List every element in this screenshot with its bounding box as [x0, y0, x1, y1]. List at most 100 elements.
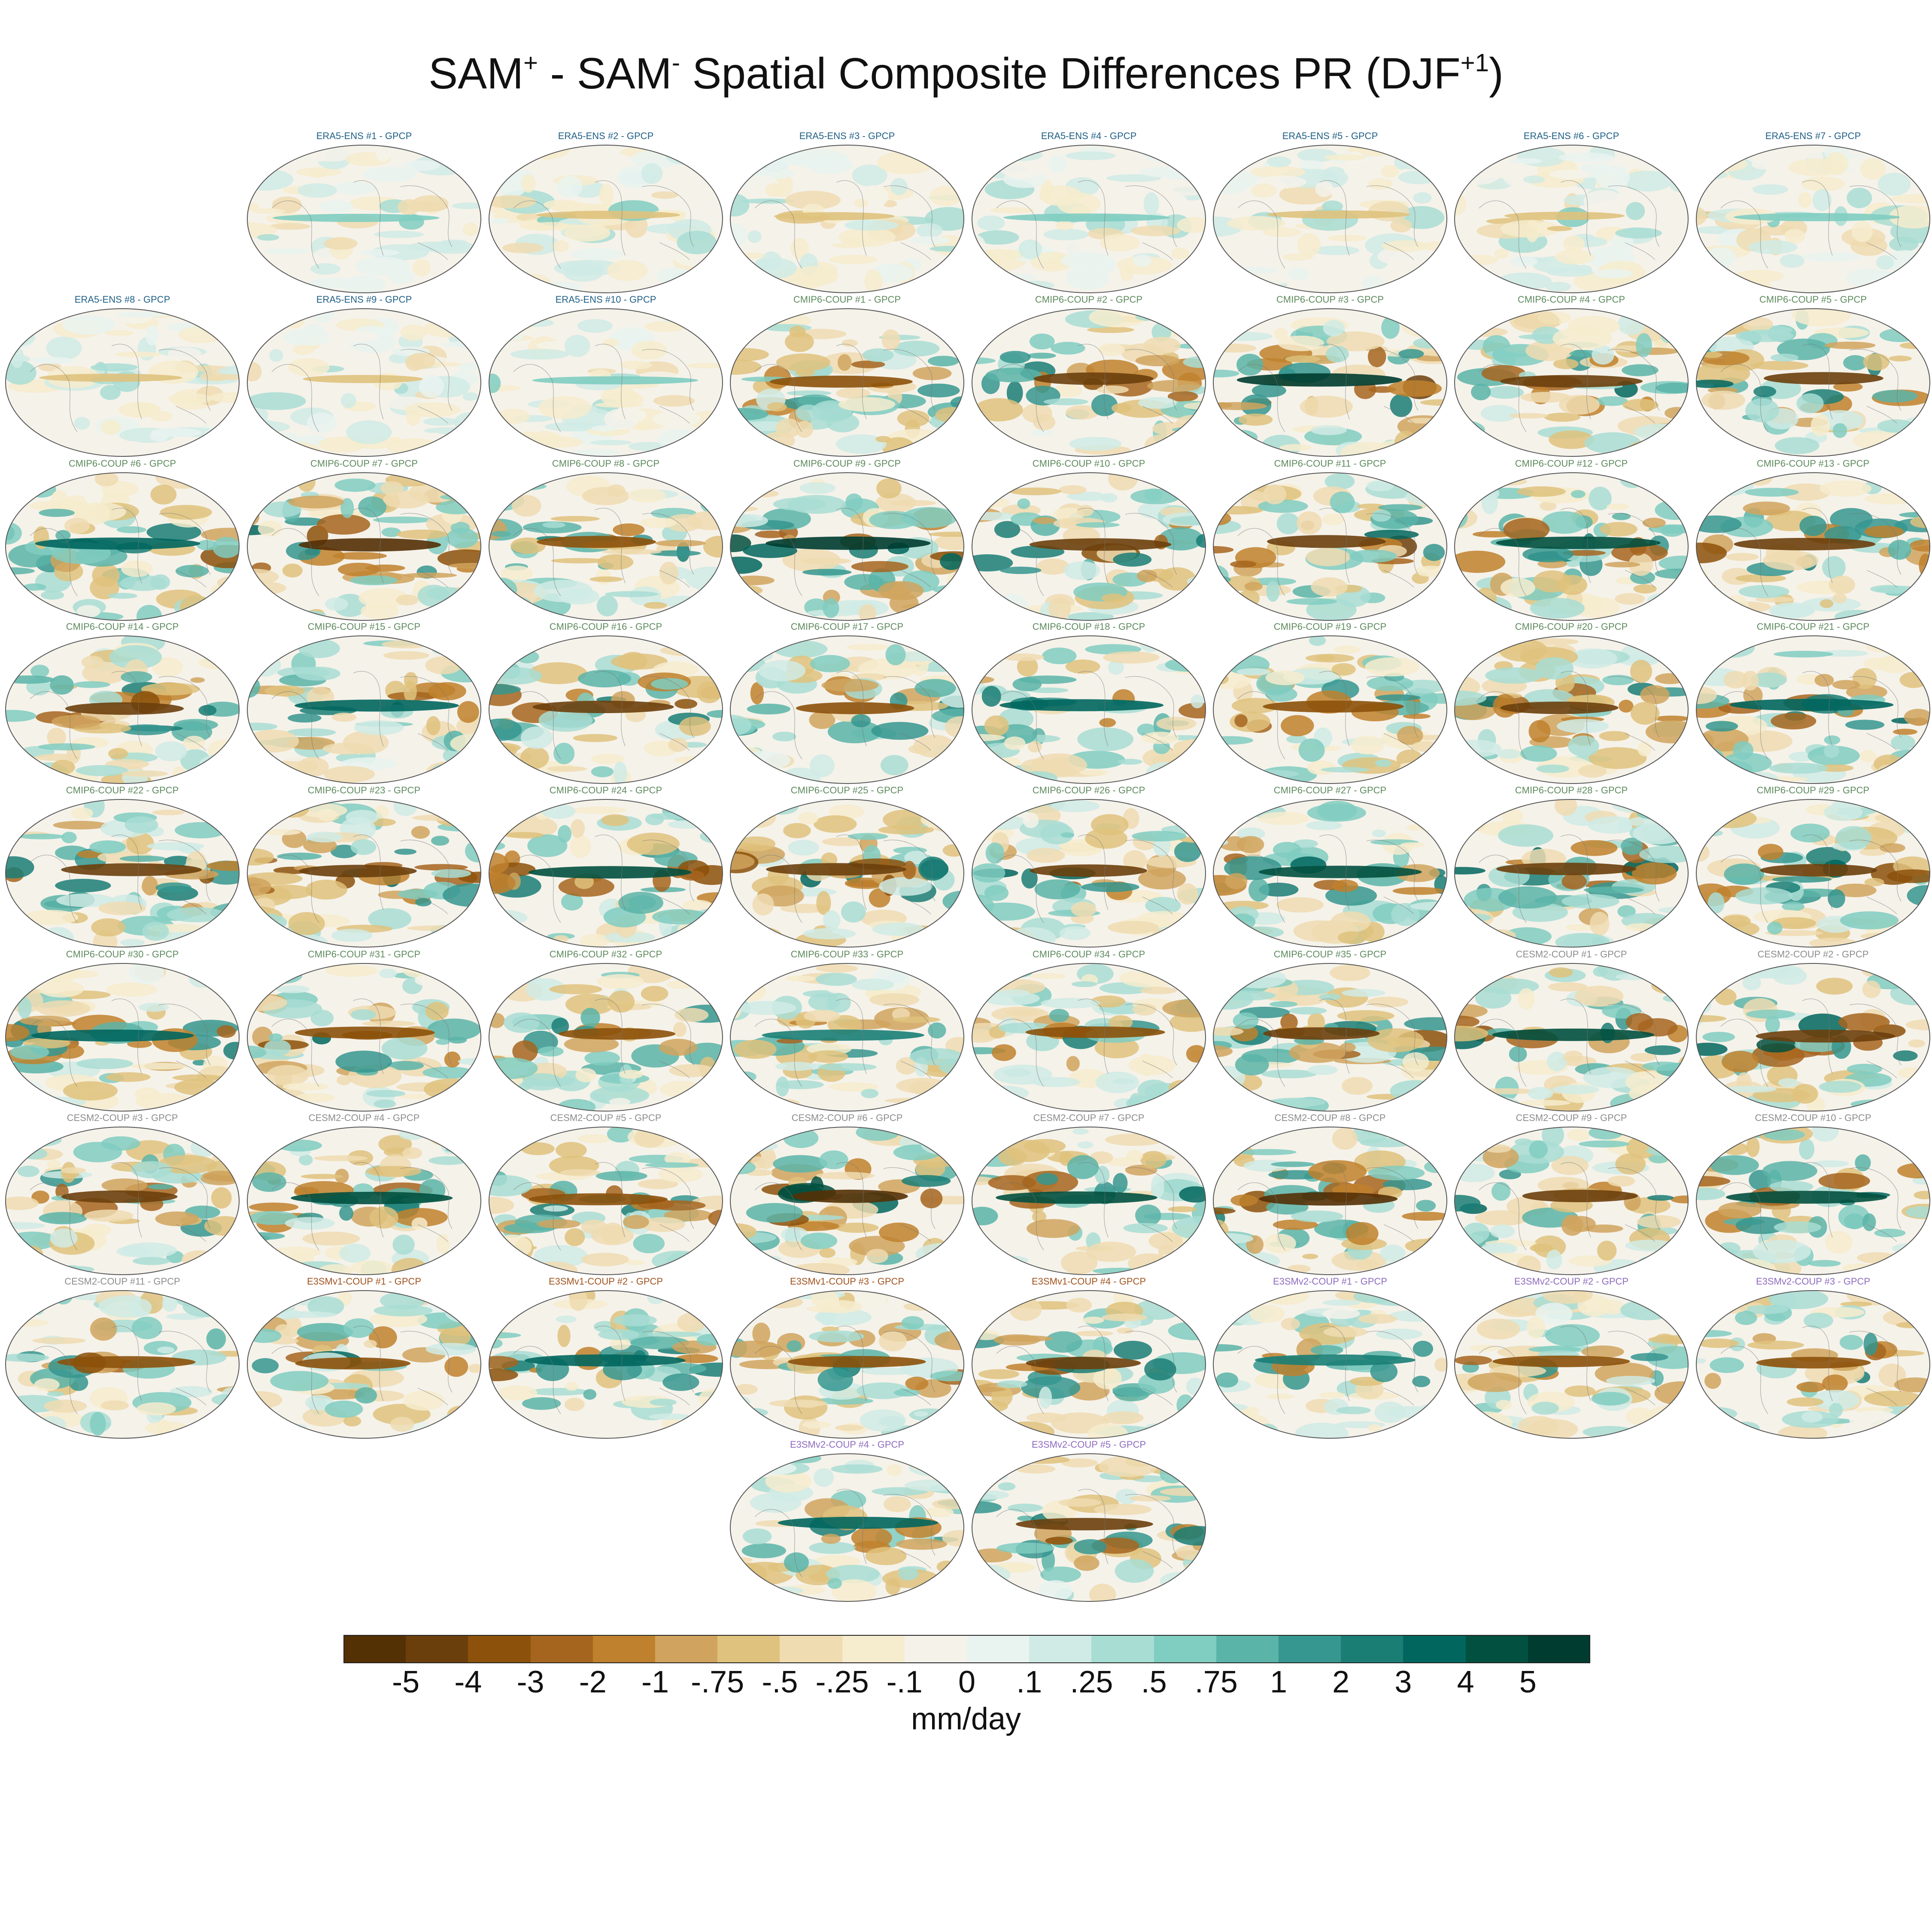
coastline [1607, 349, 1660, 411]
map-svg [972, 1127, 1206, 1275]
precip-anomaly-blob [288, 912, 325, 936]
precip-anomaly-blob [1520, 392, 1571, 403]
precip-anomaly-blob [581, 1219, 608, 1234]
precip-anomaly-blob [1390, 219, 1412, 233]
precip-anomaly-blob [1233, 275, 1288, 286]
panel-label: ERA5-ENS #8 - GPCP [74, 294, 170, 305]
precip-anomaly-blob [1567, 1129, 1590, 1141]
precip-anomaly-blob [1468, 1294, 1507, 1300]
precip-anomaly-blob [602, 549, 662, 555]
precip-anomaly-blob [146, 842, 204, 851]
precip-anomaly-blob [1642, 1093, 1688, 1111]
precip-anomaly-blob [1659, 556, 1688, 571]
precip-anomaly-blob [1735, 330, 1794, 342]
precip-anomaly-blob [1028, 687, 1069, 693]
coastline [271, 1182, 319, 1251]
map-svg [972, 963, 1206, 1112]
precip-anomaly-blob [1069, 437, 1122, 451]
precip-anomaly-blob [1322, 513, 1344, 526]
precip-anomaly-blob [1215, 925, 1235, 940]
precip-anomaly-blob [1433, 916, 1447, 925]
precip-anomaly-blob [890, 500, 936, 506]
coastline [417, 733, 448, 751]
precip-anomaly-blob [619, 1069, 643, 1079]
precip-anomaly-blob [336, 1075, 352, 1085]
panel-label: CMIP6-COUP #26 - GPCP [1032, 785, 1145, 796]
precip-anomaly-blob [1091, 814, 1129, 835]
precip-anomaly-blob [430, 764, 456, 783]
precip-anomaly-blob [374, 231, 424, 238]
coastline [1560, 507, 1591, 583]
precip-anomaly-blob [1655, 673, 1686, 684]
map-svg [5, 308, 240, 457]
precip-anomaly-blob [1196, 534, 1206, 548]
precip-anomaly-blob [380, 481, 404, 495]
precip-anomaly-blob [999, 965, 1033, 978]
precip-anomaly-blob [1555, 249, 1594, 264]
coastline [595, 180, 626, 256]
precip-anomaly-blob [1106, 174, 1161, 182]
precip-anomaly-blob [1343, 158, 1389, 181]
precip-anomaly-blob [1861, 1263, 1888, 1275]
precip-anomaly-blob [766, 282, 799, 291]
precip-anomaly-blob [489, 1197, 514, 1214]
precip-anomaly-blob [1696, 474, 1753, 497]
precip-anomaly-blob [489, 1416, 529, 1438]
precip-anomaly-blob [1174, 841, 1201, 862]
precip-anomaly-blob [571, 248, 623, 261]
precip-anomaly-blob [204, 1300, 239, 1315]
precip-anomaly-blob [1640, 685, 1670, 705]
precip-anomaly-blob [1455, 1262, 1506, 1275]
precip-anomaly-blob [1226, 611, 1284, 620]
precip-anomaly-blob [388, 269, 415, 284]
precip-anomaly-blob [1018, 239, 1042, 259]
precip-anomaly-blob [152, 809, 185, 815]
panel-label: CESM2-COUP #3 - GPCP [67, 1112, 178, 1123]
precip-anomaly-blob [1879, 843, 1905, 853]
precip-anomaly-blob [1213, 282, 1261, 293]
precip-anomaly-blob [928, 768, 964, 773]
precip-anomaly-blob [1738, 585, 1789, 598]
precip-anomaly-blob [1518, 1416, 1558, 1437]
precip-anomaly-blob [431, 835, 450, 846]
precip-anomaly-blob [288, 495, 344, 509]
precip-anomaly-blob [489, 769, 535, 782]
precip-anomaly-blob [282, 563, 303, 578]
coastline [1560, 343, 1591, 419]
panel-label: CMIP6-COUP #6 - GPCP [68, 458, 176, 469]
precip-anomaly-blob [1845, 720, 1885, 730]
precip-anomaly-blob [994, 521, 1021, 538]
precip-anomaly-blob [248, 636, 283, 650]
coastline [271, 1346, 319, 1414]
coastline [595, 507, 626, 583]
map-panel: CESM2-COUP #4 - GPCP [246, 1113, 482, 1276]
precip-anomaly-blob [1324, 473, 1355, 490]
precip-anomaly-blob [841, 339, 858, 347]
precip-anomaly-blob [101, 1178, 148, 1193]
precip-anomaly-blob [730, 194, 750, 217]
precip-anomaly-blob [466, 638, 481, 661]
precip-anomaly-blob [1287, 267, 1310, 281]
precip-anomaly-blob [398, 1094, 438, 1100]
coastline [1078, 834, 1109, 910]
precip-anomaly-blob [1311, 577, 1348, 597]
precip-anomaly-blob [1213, 775, 1241, 784]
precip-anomaly-blob [1176, 930, 1206, 941]
map-panel: ERA5-ENS #1 - GPCP [246, 131, 482, 294]
coastline [883, 185, 936, 247]
precip-anomaly-blob [52, 714, 101, 729]
precip-anomaly-blob [489, 916, 509, 936]
precip-anomaly-blob [1455, 816, 1472, 833]
precip-anomaly-blob [785, 975, 816, 982]
precip-anomaly-blob [1215, 1372, 1239, 1388]
map-svg [1213, 145, 1447, 293]
precip-anomaly-blob [307, 1296, 344, 1317]
precip-anomaly-blob [1376, 1328, 1422, 1340]
precip-anomaly-blob [489, 1295, 538, 1303]
precip-anomaly-blob [1615, 593, 1645, 605]
precip-anomaly-blob [930, 185, 963, 206]
precip-anomaly-blob [1012, 677, 1042, 692]
precip-anomaly-blob [1745, 398, 1779, 422]
coastline [1720, 691, 1768, 759]
precip-anomaly-blob [1281, 1318, 1300, 1331]
